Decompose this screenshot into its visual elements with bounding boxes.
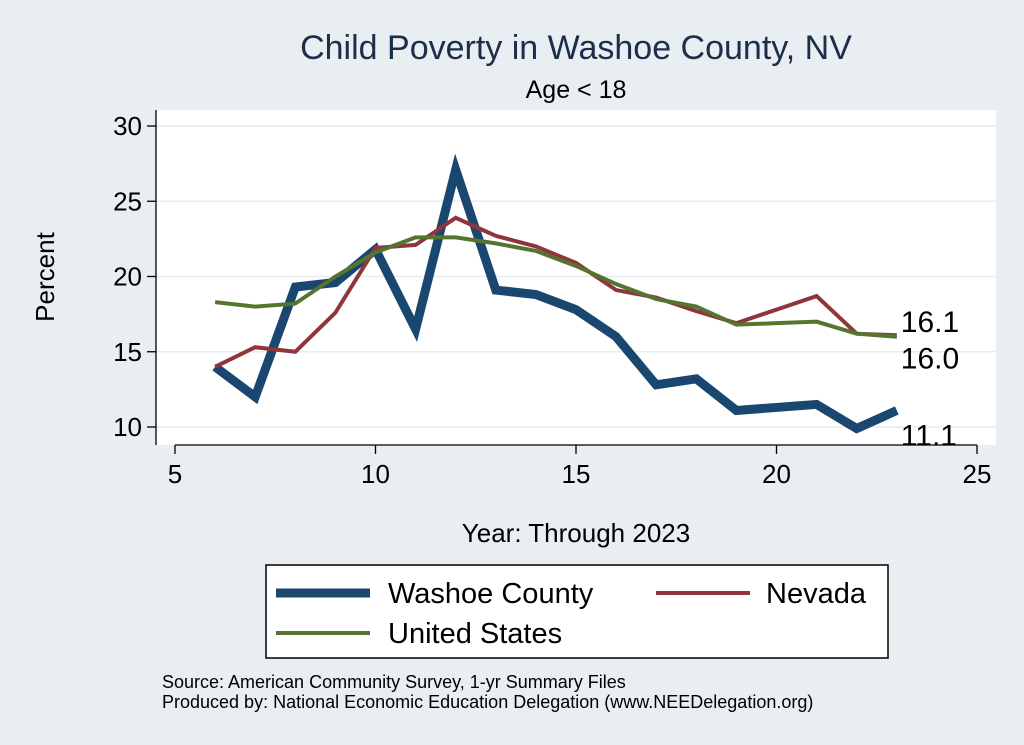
producer-note: Produced by: National Economic Education… [162,692,813,712]
chart-title: Child Poverty in Washoe County, NV [300,29,852,67]
chart-subtitle: Age < 18 [526,76,627,104]
source-note: Source: American Community Survey, 1-yr … [162,672,626,692]
x-axis-title: Year: Through 2023 [462,518,690,548]
x-tick-label: 20 [762,459,791,489]
legend-label-united-states: United States [388,618,562,650]
x-tick-label: 15 [562,459,591,489]
y-axis-title: Percent [30,231,60,321]
x-tick-label: 10 [361,459,390,489]
x-tick-label: 25 [963,459,992,489]
end-labels: 11.1 16.1 16.0 [901,306,959,452]
end-label-nevada: 16.1 [901,306,959,339]
end-label-united-states: 16.0 [901,343,959,376]
y-tick-label: 25 [113,186,142,216]
series-layer [212,153,899,434]
y-tick-label: 15 [113,337,142,367]
plot-area [156,110,996,445]
end-label-washoe-county: 11.1 [901,419,957,452]
axes: 10 15 20 25 30 5 10 15 20 25 [113,110,991,489]
x-tick-label: 5 [168,459,182,489]
series-line-united-states [214,235,897,339]
series-line-nevada [214,215,897,369]
legend-label-nevada: Nevada [766,578,867,610]
legend: Washoe County Nevada United States [265,564,889,659]
y-tick-label: 30 [113,111,142,141]
y-tick-label: 10 [113,412,142,442]
legend-box [265,564,889,659]
legend-label-washoe-county: Washoe County [388,578,594,610]
y-tick-label: 20 [113,262,142,292]
